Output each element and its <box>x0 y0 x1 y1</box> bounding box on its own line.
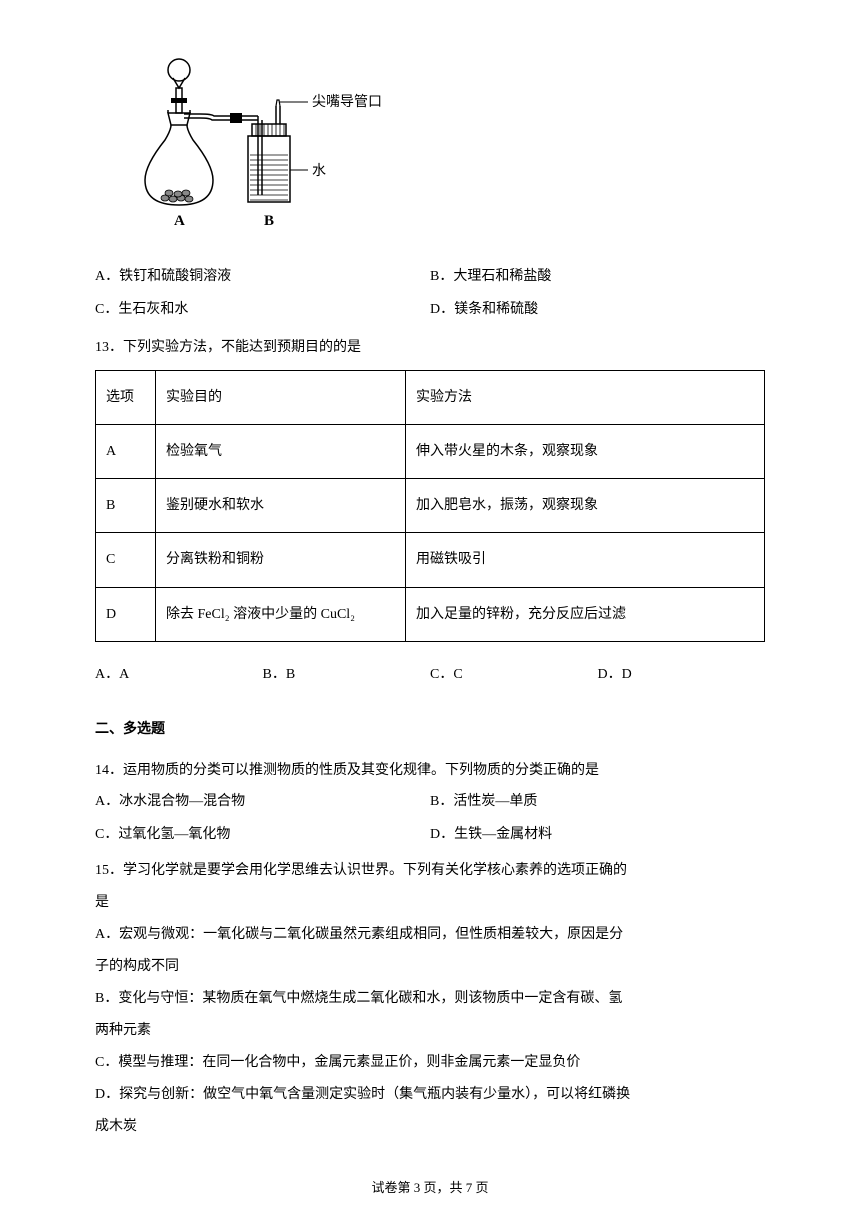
q15-optD2: 成木炭 <box>95 1113 765 1141</box>
q15-text2: 是 <box>95 889 765 917</box>
q15-optB1: B．变化与守恒：某物质在氧气中燃烧生成二氧化碳和水，则该物质中一定含有碳、氢 <box>95 985 765 1013</box>
q13-option-d: D．D <box>598 662 766 687</box>
q14-text: 14．运用物质的分类可以推测物质的性质及其变化规律。下列物质的分类正确的是 <box>95 757 765 785</box>
diagram-label-a: A <box>174 213 185 229</box>
q14-option-c: C．过氧化氢—氧化物 <box>95 822 430 847</box>
q14-option-d: D．生铁—金属材料 <box>430 822 765 847</box>
q12-options-row2: C．生石灰和水 D．镁条和稀硫酸 <box>95 297 765 322</box>
q15-optB2: 两种元素 <box>95 1017 765 1045</box>
q15-optD1: D．探究与创新：做空气中氧气含量测定实验时（集气瓶内装有少量水），可以将红磷换 <box>95 1081 765 1109</box>
q13-r2-c2: 分离铁粉和铜粉 <box>156 533 406 587</box>
q13-r0-c3: 伸入带火星的木条，观察现象 <box>406 424 765 478</box>
q15-optC: C．模型与推理：在同一化合物中，金属元素显正价，则非金属元素一定显负价 <box>95 1049 765 1077</box>
q12-option-b: B．大理石和稀盐酸 <box>430 264 765 289</box>
q15-optA1: A．宏观与微观：一氧化碳与二氧化碳虽然元素组成相同，但性质相差较大，原因是分 <box>95 921 765 949</box>
q13-r0-c2: 检验氧气 <box>156 424 406 478</box>
q15-text1: 15．学习化学就是要学会用化学思维去认识世界。下列有关化学核心素养的选项正确的 <box>95 857 765 885</box>
diagram-label-top: 尖嘴导管口 <box>312 94 382 110</box>
q13-options: A．A B．B C．C D．D <box>95 662 765 687</box>
q14-option-a: A．冰水混合物—混合物 <box>95 789 430 814</box>
q13-r1-c2: 鉴别硬水和软水 <box>156 479 406 533</box>
q15: 15．学习化学就是要学会用化学思维去认识世界。下列有关化学核心素养的选项正确的 … <box>95 857 765 1141</box>
q12-option-d: D．镁条和稀硫酸 <box>430 297 765 322</box>
q13-option-c: C．C <box>430 662 598 687</box>
q12-option-c: C．生石灰和水 <box>95 297 430 322</box>
q13-r1-c3: 加入肥皂水，振荡，观察现象 <box>406 479 765 533</box>
page-footer: 试卷第 3 页，共 7 页 <box>95 1176 765 1199</box>
q13-r0-c1: A <box>96 424 156 478</box>
q13-th-2: 实验目的 <box>156 370 406 424</box>
q13-r2-c1: C <box>96 533 156 587</box>
q14: 14．运用物质的分类可以推测物质的性质及其变化规律。下列物质的分类正确的是 A．… <box>95 757 765 847</box>
q13-r3-c1: D <box>96 587 156 641</box>
q13-text: 13．下列实验方法，不能达到预期目的的是 <box>95 335 765 360</box>
apparatus-diagram: 尖嘴导管口 水 A B <box>95 50 765 244</box>
section2-title: 二、多选题 <box>95 717 765 742</box>
q13-r2-c3: 用磁铁吸引 <box>406 533 765 587</box>
q13-r3-c2: 除去 FeCl₂ 溶液中少量的 CuCl₂ <box>156 587 406 641</box>
q13-option-a: A．A <box>95 662 263 687</box>
q13-table: 选项 实验目的 实验方法 A 检验氧气 伸入带火星的木条，观察现象 B 鉴别硬水… <box>95 370 765 642</box>
q12-option-a: A．铁钉和硫酸铜溶液 <box>95 264 430 289</box>
q14-option-b: B．活性炭—单质 <box>430 789 765 814</box>
q13-option-b: B．B <box>263 662 431 687</box>
q12-options-row1: A．铁钉和硫酸铜溶液 B．大理石和稀盐酸 <box>95 264 765 289</box>
q13-r1-c1: B <box>96 479 156 533</box>
q13-th-3: 实验方法 <box>406 370 765 424</box>
diagram-label-water: 水 <box>312 163 326 179</box>
q13-th-1: 选项 <box>96 370 156 424</box>
q13-r3-c3: 加入足量的锌粉，充分反应后过滤 <box>406 587 765 641</box>
diagram-label-b: B <box>264 213 274 229</box>
q15-optA2: 子的构成不同 <box>95 953 765 981</box>
